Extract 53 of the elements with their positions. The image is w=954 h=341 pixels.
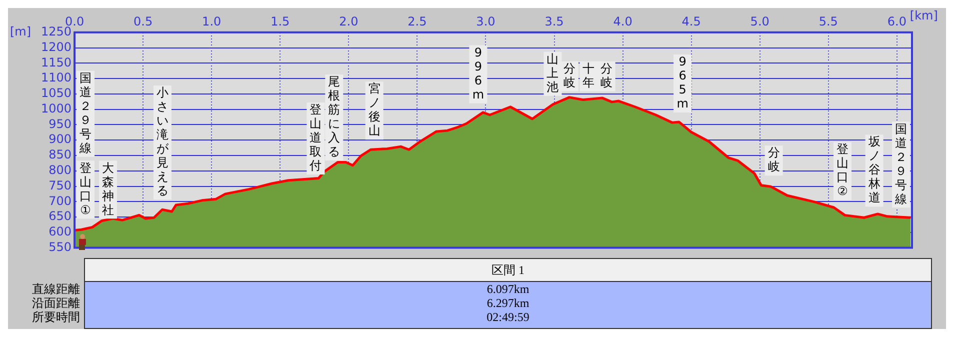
text: 直線距離 (31, 282, 81, 296)
y-tick-label: 650 (48, 209, 72, 224)
annotation: 分岐 (768, 146, 780, 174)
text: 02:49:59 (486, 310, 530, 324)
x-tick-label: 5.0 (750, 14, 770, 28)
x-tick-label: 4.0 (613, 14, 632, 28)
annotation: 大森神社 (102, 160, 114, 217)
annotation: 965m (676, 54, 688, 111)
y-axis-title: [m] (10, 24, 32, 39)
text: 所要時間 (31, 310, 81, 324)
annotation: 分岐 (600, 61, 612, 90)
x-tick-label: 1.0 (202, 14, 222, 28)
y-tick-label: 550 (48, 240, 72, 254)
x-tick-label: 0.5 (134, 14, 153, 28)
x-tick-label: 3.0 (476, 14, 496, 28)
y-tick-label: 1100 (40, 70, 72, 85)
y-tick-label: 1150 (40, 55, 72, 70)
x-tick-label: 2.0 (339, 14, 358, 28)
x-axis-title: [km] (910, 8, 938, 23)
y-tick-label: 1050 (40, 86, 72, 100)
annotation: 登山口② (836, 142, 848, 198)
x-tick-label: 3.5 (544, 14, 564, 28)
annotation: 登山道取付 (308, 102, 322, 173)
x-tick-label: 6.0 (887, 14, 906, 28)
y-tick-label: 700 (48, 194, 72, 208)
annotation: 十年 (582, 61, 595, 90)
annotation: 996m (472, 45, 484, 102)
text: 6.097km (486, 282, 530, 296)
x-tick-label: 2.5 (408, 14, 427, 28)
y-tick-label: 1000 (40, 101, 72, 116)
y-tick-label: 750 (48, 178, 72, 192)
text: 沿面距離 (31, 296, 81, 310)
y-tick-label: 850 (48, 148, 72, 162)
annotation: 宮ノ後山 (368, 82, 380, 138)
y-tick-label: 600 (48, 224, 72, 239)
x-tick-label: 1.5 (270, 14, 290, 28)
x-tick-label: 5.5 (818, 14, 838, 28)
annotation: 国道２９号線 (894, 122, 907, 206)
y-tick-label: 800 (48, 162, 72, 177)
text: 区間 1 (85, 259, 931, 282)
x-tick-label: 4.5 (682, 14, 701, 28)
y-tick-label: 900 (48, 132, 72, 146)
text: 6.297km (486, 296, 530, 310)
y-tick-label: 1250 (40, 24, 72, 39)
annotation: 分岐 (563, 61, 576, 90)
annotation: 小さい滝が見える (156, 86, 170, 198)
annotation: 国道２９号線 (78, 70, 92, 155)
annotation: 尾根筋に入る (328, 74, 340, 159)
y-tick-label: 1200 (40, 40, 72, 54)
y-tick-label: 950 (48, 116, 72, 131)
annotation: 山上池 (546, 52, 559, 94)
annotation: 坂ノ谷林道 (867, 134, 880, 205)
annotation: 登山口① (80, 160, 92, 217)
